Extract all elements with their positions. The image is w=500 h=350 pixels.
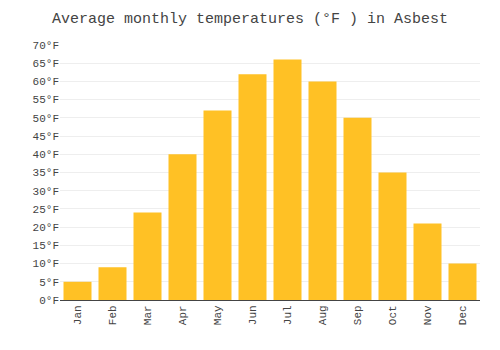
svg-text:45°F: 45°F [33, 131, 59, 143]
svg-text:5°F: 5°F [39, 277, 59, 289]
svg-text:25°F: 25°F [33, 204, 59, 216]
svg-text:Nov: Nov [422, 305, 434, 325]
svg-text:Mar: Mar [142, 305, 154, 325]
svg-text:Jan: Jan [72, 305, 84, 325]
svg-text:35°F: 35°F [33, 167, 59, 179]
svg-text:Jun: Jun [247, 305, 259, 325]
svg-text:Jul: Jul [282, 305, 294, 325]
svg-text:50°F: 50°F [33, 113, 59, 125]
svg-text:Apr: Apr [177, 305, 189, 325]
svg-text:10°F: 10°F [33, 258, 59, 270]
svg-text:60°F: 60°F [33, 76, 59, 88]
svg-text:May: May [212, 305, 224, 325]
svg-text:40°F: 40°F [33, 149, 59, 161]
svg-text:15°F: 15°F [33, 240, 59, 252]
svg-text:70°F: 70°F [33, 40, 59, 52]
svg-text:Average monthly temperatures (: Average monthly temperatures (°F ) in As… [52, 11, 448, 28]
svg-text:Aug: Aug [317, 305, 329, 325]
svg-text:Dec: Dec [457, 305, 469, 325]
svg-text:Sep: Sep [352, 305, 364, 325]
svg-text:20°F: 20°F [33, 222, 59, 234]
svg-text:Oct: Oct [387, 305, 399, 325]
svg-text:30°F: 30°F [33, 186, 59, 198]
svg-text:55°F: 55°F [33, 94, 59, 106]
svg-text:0°F: 0°F [39, 295, 59, 307]
svg-text:Feb: Feb [107, 305, 119, 325]
svg-text:65°F: 65°F [33, 58, 59, 70]
